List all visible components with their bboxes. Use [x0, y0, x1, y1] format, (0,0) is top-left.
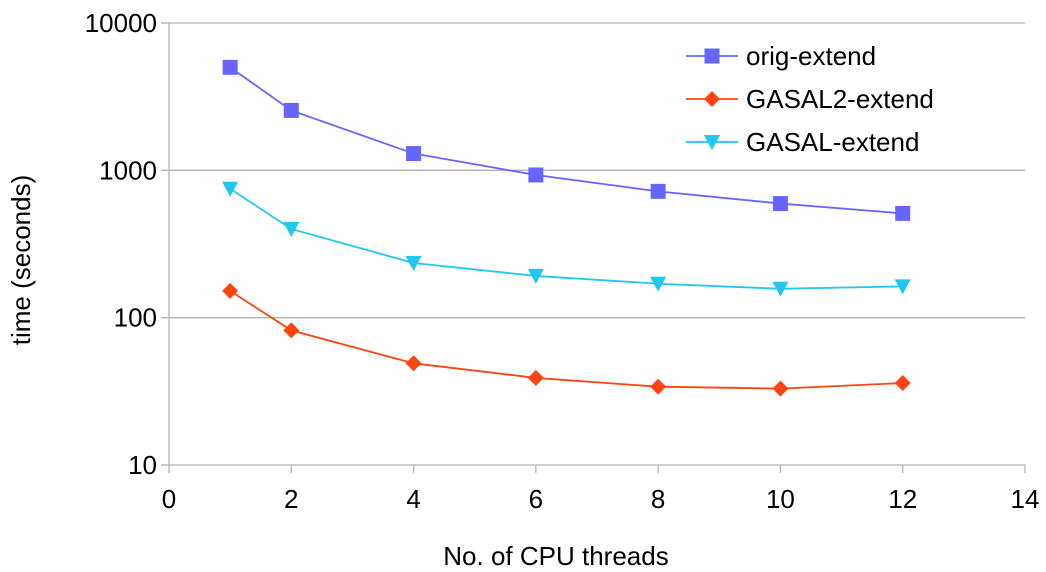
x-tick-label: 14 — [1011, 484, 1040, 514]
diamond-marker — [772, 380, 789, 397]
y-axis-label: time (seconds) — [6, 175, 36, 346]
x-tick-label: 0 — [162, 484, 176, 514]
square-marker — [283, 102, 299, 118]
diamond-marker — [222, 282, 239, 299]
axes — [161, 22, 1026, 473]
square-marker — [650, 183, 666, 199]
triangle-down-marker — [704, 135, 720, 150]
x-tick-label: 12 — [888, 484, 917, 514]
triangle-down-marker — [222, 181, 239, 197]
diamond-marker — [405, 355, 422, 372]
diamond-marker — [527, 369, 544, 386]
square-marker — [895, 205, 911, 221]
diamond-marker — [704, 91, 720, 107]
triangle-down-marker — [650, 276, 667, 292]
diamond-marker — [894, 375, 911, 392]
square-marker — [528, 167, 544, 183]
square-marker — [222, 59, 238, 75]
series-group — [222, 59, 911, 397]
gridlines — [169, 22, 1025, 319]
y-tick-label: 10 — [128, 450, 157, 480]
legend-item: GASAL-extend — [686, 127, 919, 157]
series-line — [229, 290, 903, 390]
series-GASAL2-extend — [222, 282, 911, 397]
x-tick-label: 6 — [529, 484, 543, 514]
series-line — [229, 187, 903, 290]
triangle-down-marker — [527, 268, 544, 284]
y-tick-label: 10000 — [85, 8, 157, 38]
x-tick-label: 8 — [651, 484, 665, 514]
y-tick-label: 1000 — [99, 155, 157, 185]
legend-label: orig-extend — [746, 41, 876, 71]
diamond-marker — [650, 378, 667, 395]
legend-item: orig-extend — [686, 41, 876, 71]
triangle-down-marker — [772, 281, 789, 297]
y-tick-label: 100 — [114, 303, 157, 333]
triangle-down-marker — [283, 221, 300, 237]
diamond-marker — [283, 322, 300, 339]
legend-item: GASAL2-extend — [686, 84, 934, 114]
series-GASAL-extend — [222, 181, 911, 297]
triangle-down-marker — [405, 255, 422, 271]
square-marker — [704, 48, 720, 64]
tick-labels: 10 100 1000 10000 0 2 4 6 8 10 12 14 — [85, 8, 1040, 514]
legend: orig-extend GASAL2-extend GASAL-extend — [686, 41, 934, 157]
square-marker — [406, 146, 422, 162]
x-tick-label: 2 — [284, 484, 298, 514]
x-axis-label: No. of CPU threads — [443, 541, 668, 571]
legend-label: GASAL-extend — [746, 127, 919, 157]
x-tick-label: 10 — [766, 484, 795, 514]
triangle-down-marker — [894, 279, 911, 295]
legend-label: GASAL2-extend — [746, 84, 934, 114]
square-marker — [772, 196, 788, 212]
x-tick-label: 4 — [406, 484, 420, 514]
series-orig-extend — [222, 59, 911, 221]
